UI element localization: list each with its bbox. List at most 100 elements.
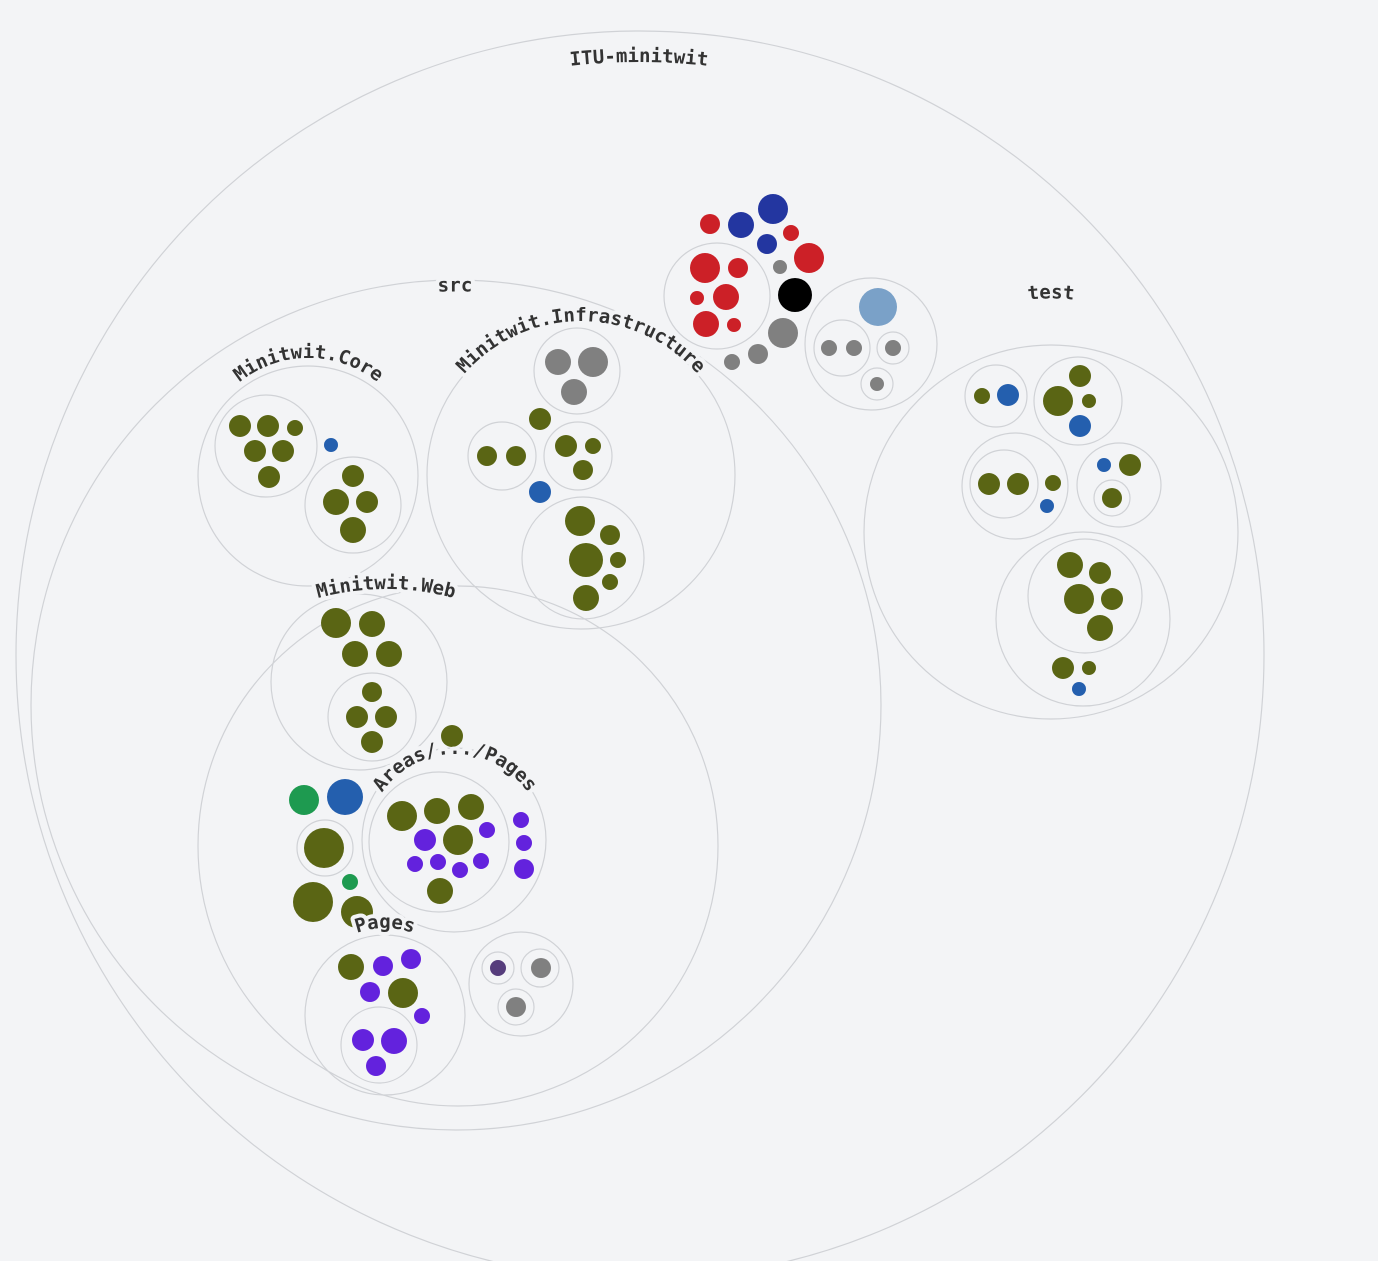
file-node-cs[interactable] [257, 415, 279, 437]
file-node-cs[interactable] [1089, 562, 1111, 584]
file-node-cs[interactable] [427, 878, 453, 904]
file-node-md[interactable] [859, 288, 897, 326]
file-node-other[interactable] [561, 379, 587, 405]
file-node-cs[interactable] [555, 435, 577, 457]
file-node-cs[interactable] [974, 388, 990, 404]
file-node-cs[interactable] [1043, 386, 1073, 416]
file-node-cs[interactable] [342, 641, 368, 667]
file-node-yml[interactable] [783, 225, 799, 241]
file-node-sh[interactable] [758, 194, 788, 224]
file-node-other[interactable] [885, 340, 901, 356]
file-node-cs[interactable] [569, 543, 603, 577]
file-node-cs[interactable] [287, 420, 303, 436]
file-node-cs[interactable] [338, 954, 364, 980]
file-node-cs[interactable] [1102, 488, 1122, 508]
file-node-html[interactable] [414, 829, 436, 851]
file-node-css[interactable] [289, 785, 319, 815]
file-node-cs[interactable] [387, 801, 417, 831]
file-node-cs[interactable] [1057, 552, 1083, 578]
file-node-cs[interactable] [573, 460, 593, 480]
file-node-cs[interactable] [340, 517, 366, 543]
file-node-other[interactable] [545, 349, 571, 375]
file-node-sh[interactable] [757, 234, 777, 254]
file-node-html[interactable] [473, 853, 489, 869]
file-node-cs[interactable] [1082, 394, 1096, 408]
file-node-cs[interactable] [229, 415, 251, 437]
file-node-html[interactable] [516, 835, 532, 851]
file-node-cs[interactable] [978, 473, 1000, 495]
file-node-cs[interactable] [304, 828, 344, 868]
file-node-yml[interactable] [690, 291, 704, 305]
file-node-html[interactable] [381, 1028, 407, 1054]
file-node-cs[interactable] [1087, 615, 1113, 641]
file-node-json[interactable] [529, 481, 551, 503]
file-node-other[interactable] [821, 340, 837, 356]
file-node-cs[interactable] [359, 611, 385, 637]
file-node-cs[interactable] [1064, 584, 1094, 614]
file-node-html[interactable] [366, 1056, 386, 1076]
file-node-yml[interactable] [727, 318, 741, 332]
file-node-cs[interactable] [375, 706, 397, 728]
file-node-yml[interactable] [794, 243, 824, 273]
file-node-other[interactable] [578, 347, 608, 377]
file-node-other[interactable] [531, 958, 551, 978]
file-node-cs[interactable] [610, 552, 626, 568]
file-node-cs[interactable] [1007, 473, 1029, 495]
file-node-yml[interactable] [700, 214, 720, 234]
file-node-cs[interactable] [458, 794, 484, 820]
file-node-purple_dark[interactable] [490, 960, 506, 976]
file-node-other[interactable] [748, 344, 768, 364]
file-node-json[interactable] [997, 384, 1019, 406]
file-node-html[interactable] [479, 822, 495, 838]
file-node-cs[interactable] [361, 731, 383, 753]
file-node-cs[interactable] [356, 491, 378, 513]
file-node-html[interactable] [360, 982, 380, 1002]
file-node-cs[interactable] [272, 440, 294, 462]
file-node-other[interactable] [506, 997, 526, 1017]
file-node-black[interactable] [778, 278, 812, 312]
file-node-cs[interactable] [443, 825, 473, 855]
file-node-html[interactable] [373, 956, 393, 976]
file-node-json[interactable] [1069, 415, 1091, 437]
file-node-cs[interactable] [506, 446, 526, 466]
file-node-cs[interactable] [1052, 657, 1074, 679]
file-node-json[interactable] [1040, 499, 1054, 513]
file-node-json[interactable] [1097, 458, 1111, 472]
file-node-other[interactable] [768, 318, 798, 348]
file-node-json[interactable] [1072, 682, 1086, 696]
file-node-html[interactable] [430, 854, 446, 870]
file-node-cs[interactable] [529, 408, 551, 430]
file-node-json[interactable] [324, 438, 338, 452]
file-node-cs[interactable] [388, 978, 418, 1008]
file-node-cs[interactable] [323, 489, 349, 515]
file-node-cs[interactable] [1101, 588, 1123, 610]
file-node-cs[interactable] [1045, 475, 1061, 491]
file-node-yml[interactable] [693, 311, 719, 337]
file-node-html[interactable] [452, 862, 468, 878]
file-node-other[interactable] [773, 260, 787, 274]
file-node-cs[interactable] [585, 438, 601, 454]
file-node-cs[interactable] [342, 465, 364, 487]
file-node-html[interactable] [352, 1029, 374, 1051]
file-node-yml[interactable] [713, 284, 739, 310]
file-node-cs[interactable] [424, 798, 450, 824]
file-node-cs[interactable] [477, 446, 497, 466]
file-node-html[interactable] [414, 1008, 430, 1024]
file-node-cs[interactable] [1119, 454, 1141, 476]
file-node-cs[interactable] [1069, 365, 1091, 387]
file-node-other[interactable] [870, 377, 884, 391]
file-node-cs[interactable] [376, 641, 402, 667]
file-node-cs[interactable] [441, 725, 463, 747]
file-node-cs[interactable] [1082, 661, 1096, 675]
file-node-cs[interactable] [341, 896, 373, 928]
file-node-cs[interactable] [293, 882, 333, 922]
file-node-sh[interactable] [728, 212, 754, 238]
file-node-cs[interactable] [258, 466, 280, 488]
file-node-cs[interactable] [346, 706, 368, 728]
file-node-css[interactable] [342, 874, 358, 890]
file-node-yml[interactable] [728, 258, 748, 278]
file-node-cs[interactable] [573, 585, 599, 611]
file-node-cs[interactable] [362, 682, 382, 702]
file-node-json[interactable] [327, 779, 363, 815]
file-node-html[interactable] [407, 856, 423, 872]
